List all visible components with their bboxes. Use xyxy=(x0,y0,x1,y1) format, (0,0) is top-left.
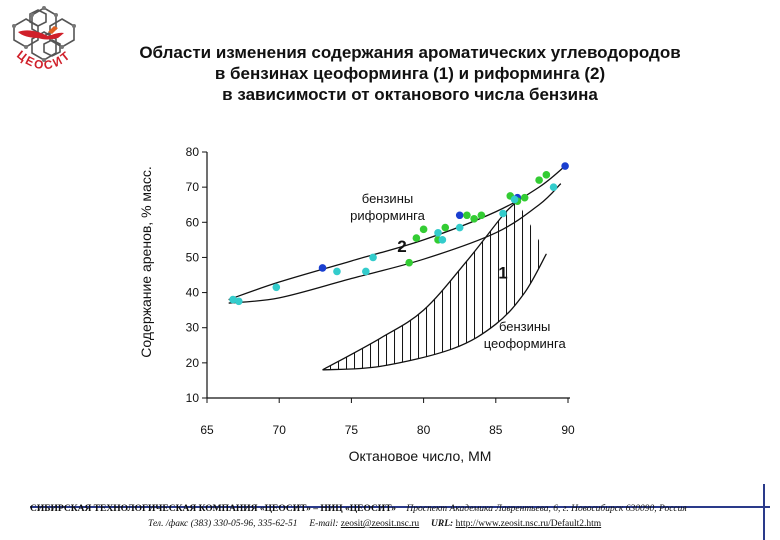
data-point xyxy=(234,297,243,306)
data-point xyxy=(455,211,464,220)
axes: 10 20 30 40 50 60 70 80 65 70 75 80 85 90 xyxy=(186,145,575,437)
chart-title-line-2: в бензинах цеоформинга (1) и риформинга … xyxy=(214,64,606,83)
data-point xyxy=(412,234,421,242)
y-tick-label: 80 xyxy=(186,145,200,159)
data-point xyxy=(455,223,464,232)
reforming-caption-1: бензины xyxy=(362,191,413,206)
y-axis-label: Содержание аренов, % масс. xyxy=(138,166,154,358)
region-2-label: 2 xyxy=(397,237,406,256)
x-axis-label: Октановое число, ММ xyxy=(348,448,492,464)
zeoforming-hatch xyxy=(322,201,547,370)
y-tick-label: 30 xyxy=(186,321,200,335)
y-tick-label: 20 xyxy=(186,356,200,370)
footer-line-2: Тел. /факс (383) 330-05-96, 335-62-51 E-… xyxy=(148,519,601,529)
y-tick-label: 60 xyxy=(186,215,200,229)
data-point xyxy=(535,176,543,184)
zeoforming-caption-2: цеоформинга xyxy=(484,336,567,351)
regions xyxy=(228,165,566,371)
footer-company: СИБИРСКАЯ ТЕХНОЛОГИЧЕСКАЯ КОМПАНИЯ «ЦЕОС… xyxy=(30,504,397,514)
region-labels: 2 1 бензины риформинга бензины цеоформинга xyxy=(350,191,566,351)
data-point xyxy=(434,229,442,237)
data-point xyxy=(463,211,471,220)
data-point xyxy=(477,211,486,220)
data-points xyxy=(229,162,569,306)
company-logo: ЦЕОСИТ xyxy=(4,2,84,82)
data-point xyxy=(441,223,450,232)
x-tick-label: 70 xyxy=(273,423,287,437)
y-tick-label: 10 xyxy=(186,391,200,405)
zeoforming-caption-1: бензины xyxy=(499,319,550,334)
data-point xyxy=(542,171,551,179)
data-point xyxy=(499,209,507,218)
reforming-caption-2: риформинга xyxy=(350,208,425,223)
data-point xyxy=(510,195,519,204)
data-point xyxy=(470,214,478,223)
footer-address: Проспект Академика Лаврентьева, 6, г. Но… xyxy=(406,504,687,514)
data-point xyxy=(369,253,377,262)
footer-url-label: URL: xyxy=(431,519,454,529)
footer-email-label: E-mail: xyxy=(309,519,339,529)
data-point xyxy=(272,283,281,292)
data-point xyxy=(438,236,447,244)
x-tick-label: 80 xyxy=(417,423,431,437)
data-point xyxy=(419,225,428,234)
y-tick-label: 50 xyxy=(186,250,200,264)
data-point xyxy=(561,162,569,170)
chart-title: Области изменения содержания ароматическ… xyxy=(95,42,725,105)
footer-rule xyxy=(30,506,770,508)
zeoforming-lower-boundary xyxy=(322,253,547,371)
footer-vertical-rule xyxy=(763,484,765,540)
data-point xyxy=(229,295,237,304)
logo-text: ЦЕОСИТ xyxy=(14,48,72,73)
x-tick-label: 65 xyxy=(200,423,214,437)
data-point xyxy=(362,267,370,276)
footer-email-link[interactable]: zeosit@zeosit.nsc.ru xyxy=(340,519,420,529)
data-point xyxy=(333,267,341,276)
x-tick-label: 75 xyxy=(345,423,359,437)
y-tick-label: 40 xyxy=(186,286,200,300)
chart-title-line-1: Области изменения содержания ароматическ… xyxy=(139,43,681,62)
zeolite-logo-icon xyxy=(12,6,76,62)
data-point xyxy=(520,193,529,202)
footer-url-link[interactable]: http://www.zeosit.nsc.ru/Default2.htm xyxy=(455,519,602,529)
region-1-label: 1 xyxy=(498,264,507,283)
data-point xyxy=(318,264,327,272)
data-point xyxy=(549,183,558,191)
y-tick-label: 70 xyxy=(186,180,200,194)
reforming-upper-boundary xyxy=(228,165,566,301)
x-tick-label: 90 xyxy=(561,423,575,437)
chart-title-line-3: в зависимости от октанового числа бензин… xyxy=(222,85,598,104)
footer-line-1: СИБИРСКАЯ ТЕХНОЛОГИЧЕСКАЯ КОМПАНИЯ «ЦЕОС… xyxy=(30,504,687,514)
footer-phone: Тел. /факс (383) 330-05-96, 335-62-51 xyxy=(148,519,298,529)
data-point xyxy=(405,258,413,267)
x-tick-label: 85 xyxy=(489,423,503,437)
reforming-lower-boundary xyxy=(228,183,562,304)
